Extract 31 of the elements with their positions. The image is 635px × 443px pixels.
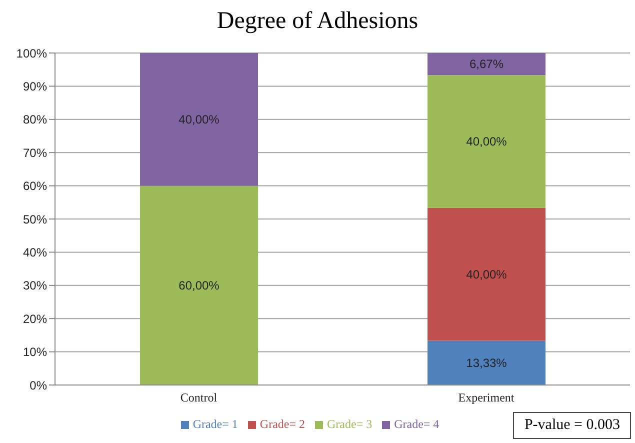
data-label: 6,67%: [469, 57, 504, 72]
bar: [428, 208, 546, 341]
text: P-value = 0.003: [513, 412, 631, 439]
legend-label: Grade= 4: [394, 417, 440, 431]
y-tick-label: 20%: [22, 312, 48, 326]
y-tick-label: 90%: [22, 79, 48, 94]
legend-label: Grade= 1: [192, 417, 238, 431]
y-tick-label: 40%: [22, 245, 48, 260]
y-tick-label: 50%: [22, 212, 48, 226]
y-tick-label: 100%: [16, 46, 48, 60]
bar: [428, 75, 546, 208]
data-label: 40,00%: [178, 112, 220, 126]
data-label: 60,00%: [178, 278, 220, 292]
y-tick-label: 70%: [22, 146, 48, 160]
chart-title: Degree of Adhesions: [216, 8, 420, 35]
data-label: 40,00%: [466, 134, 508, 149]
x-tick-label: Experiment: [458, 390, 515, 405]
x-tick-label: Control: [180, 390, 218, 405]
y-tick-label: 0%: [30, 378, 48, 392]
bar: [140, 53, 258, 186]
y-tick-label: 30%: [22, 278, 48, 293]
bar: [428, 340, 546, 385]
legend-label: Grade= 3: [327, 417, 372, 431]
data-label: 13,33%: [466, 356, 508, 370]
y-tick-label: 10%: [22, 345, 48, 360]
legend-label: Grade= 2: [260, 417, 305, 431]
bar: [140, 186, 258, 385]
y-tick-label: 60%: [22, 179, 48, 194]
data-label: 40,00%: [466, 267, 508, 282]
bar: [428, 53, 546, 76]
y-tick-label: 80%: [22, 112, 48, 127]
